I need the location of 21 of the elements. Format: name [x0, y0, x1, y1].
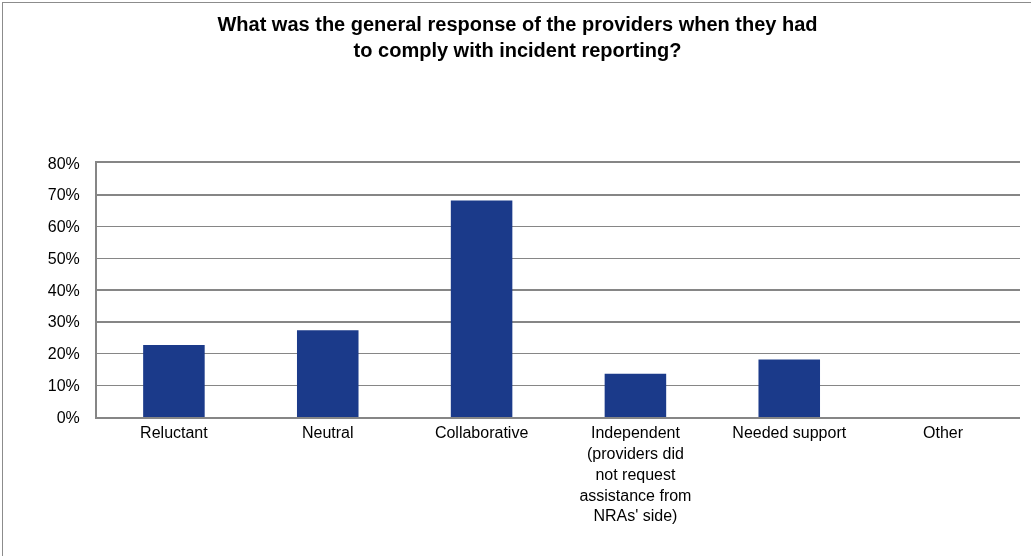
y-tick-label: 70% — [47, 186, 80, 204]
y-tick-label: 40% — [47, 281, 80, 299]
x-tick-label: Neutral — [301, 424, 354, 442]
y-tick-label: 30% — [47, 313, 80, 331]
bar — [450, 200, 513, 417]
x-tick-label: Other — [923, 424, 964, 442]
bar — [143, 344, 205, 417]
y-tick-label: 60% — [47, 218, 80, 236]
y-tick-label: 20% — [47, 345, 80, 363]
bar — [604, 373, 667, 417]
x-tick-label: Needed support — [732, 424, 847, 442]
bar — [296, 330, 359, 417]
y-tick-label: 10% — [47, 376, 80, 394]
bar — [758, 359, 821, 417]
chart-title: What was the general response of the providers when they had to comply with incident reporting? — [217, 12, 818, 61]
x-tick-label: Independent (providers did not request assistance from NRAs' side) — [579, 424, 692, 525]
x-tick-label: Collaborative — [434, 424, 529, 442]
y-tick-label: 80% — [47, 154, 80, 172]
y-tick-label: 0% — [56, 408, 80, 426]
y-tick-label: 50% — [47, 249, 80, 267]
x-tick-label: Reluctant — [140, 424, 209, 442]
